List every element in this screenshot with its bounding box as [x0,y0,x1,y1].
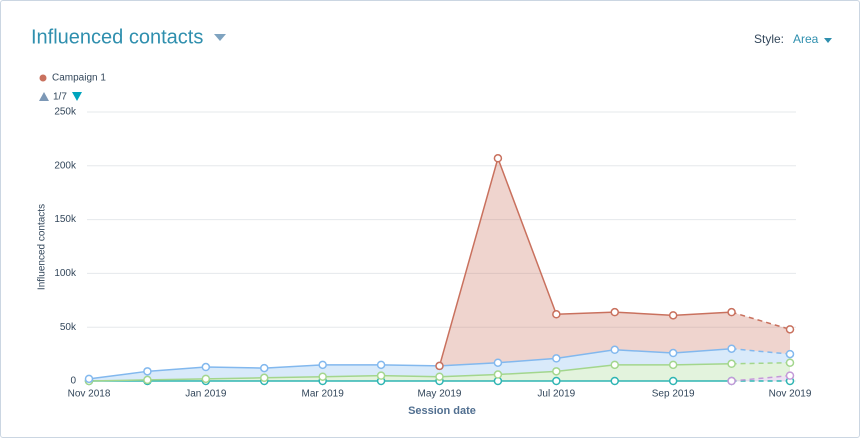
data-point [668,348,678,358]
data-point [552,367,561,376]
data-point [610,360,619,370]
legend-marker [39,74,47,82]
data-point [785,349,795,359]
data-point [143,375,152,385]
data-point [318,360,327,370]
series-line-dashed [731,374,791,382]
data-point [143,367,152,376]
area-fill [89,348,790,381]
series-line-dashed [731,347,791,355]
series-line [88,347,732,380]
legend-prev[interactable] [39,92,49,101]
data-point [376,360,386,370]
legend-label[interactable]: Campaign 1 [52,73,106,84]
area-fill [731,375,790,381]
data-point [610,307,619,317]
data-point [668,311,678,320]
y-tick-label: 200k [54,160,77,171]
legend-next[interactable] [72,92,82,101]
y-axis-label: Influenced contacts [37,204,48,290]
data-point [610,376,619,386]
y-tick-label: 0 [70,376,76,387]
y-tick-label: 50k [60,322,77,333]
data-point [318,372,327,381]
data-point [785,371,795,380]
y-tick-label: 150k [54,214,77,225]
y-tick-label: 100k [54,268,77,279]
data-point [260,363,269,373]
data-point [785,358,795,367]
series-line-dashed [731,361,791,365]
data-point [610,345,619,355]
data-point [727,376,736,386]
x-tick-label: Mar 2019 [302,389,345,400]
style-label: Style: [754,32,784,46]
data-point [552,354,561,363]
data-point [493,370,503,379]
x-tick-label: Jan 2019 [185,389,227,400]
legend-page: 1/7 [53,92,67,103]
data-point [727,344,736,353]
x-tick-label: Nov 2018 [68,389,111,400]
data-point [376,371,386,380]
data-point [84,374,94,384]
title-caret[interactable] [214,34,226,41]
series-line [438,155,732,367]
data-point [201,374,211,384]
series-line-dashed [731,311,791,331]
data-point [668,360,678,370]
data-point [435,361,444,371]
data-point [493,358,503,367]
chart-title[interactable]: Influenced contacts [31,26,203,48]
data-point [435,372,444,381]
data-point [201,362,211,372]
data-point [552,376,561,386]
x-axis-label: Session date [408,405,476,417]
x-tick-label: May 2019 [418,389,462,400]
series-line [88,363,732,382]
data-point [552,310,561,319]
y-tick-label: 250k [54,107,77,118]
data-point [727,307,736,317]
data-point [668,376,678,386]
style-caret[interactable] [824,38,832,43]
x-tick-label: Nov 2019 [769,389,812,400]
x-tick-label: Jul 2019 [537,389,575,400]
data-point [493,154,503,163]
data-point [727,359,736,369]
style-value[interactable]: Area [793,32,819,46]
x-tick-label: Sep 2019 [652,389,695,400]
data-point [260,373,269,383]
data-point [785,325,795,334]
area-fill [439,158,790,366]
